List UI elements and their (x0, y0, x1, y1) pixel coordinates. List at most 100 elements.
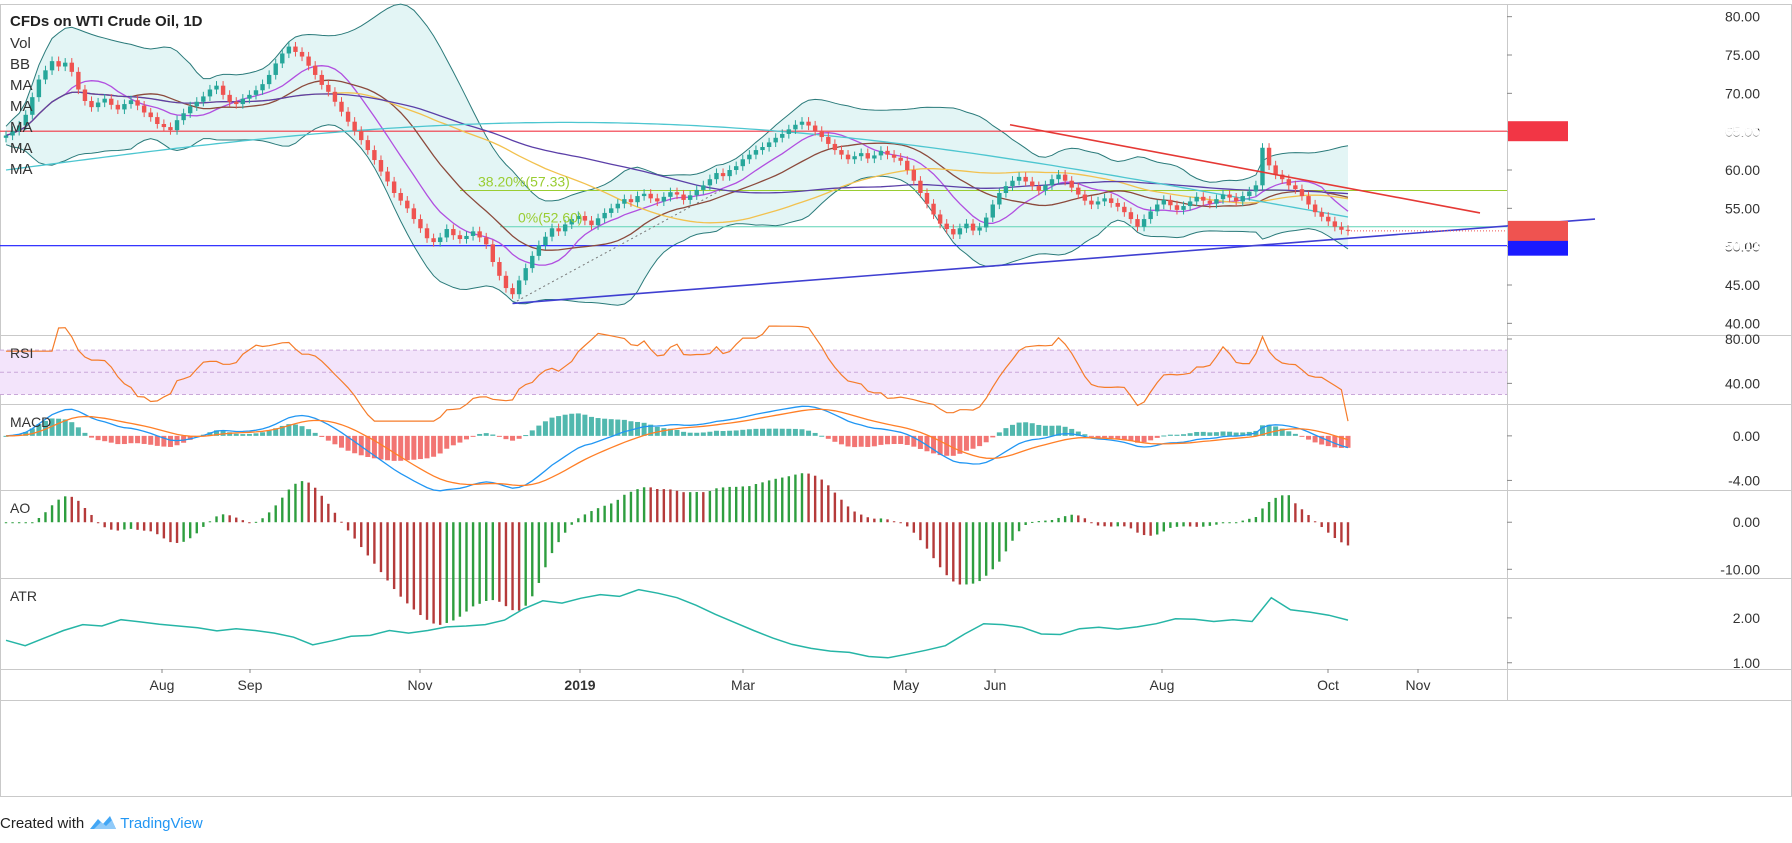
ao-bar (366, 522, 370, 556)
candle-body (319, 74, 324, 85)
candle-body (63, 62, 68, 67)
candle-body (194, 101, 199, 107)
macd-histogram-bar (740, 429, 746, 436)
macd-histogram-bar (470, 435, 476, 437)
macd-histogram-bar (214, 430, 220, 436)
candle-body (885, 150, 890, 155)
macd-histogram-bar (42, 420, 48, 436)
candle-body (95, 102, 101, 108)
macd-histogram-bar (1128, 435, 1134, 442)
macd-histogram-bar (102, 435, 108, 442)
macd-histogram-bar (944, 435, 950, 456)
indicator-label: MA (10, 77, 33, 94)
ao-bar (642, 487, 646, 523)
macd-histogram-bar (628, 421, 634, 436)
macd-histogram-bar (694, 432, 700, 436)
macd-histogram-bar (621, 419, 627, 436)
macd-histogram-bar (746, 429, 752, 436)
candle-body (1299, 189, 1305, 197)
candle-body (793, 124, 798, 130)
candle-body (207, 89, 213, 97)
macd-histogram-bar (562, 414, 568, 436)
macd-histogram-bar (825, 435, 831, 439)
pane-label: MACD (10, 414, 51, 430)
ao-bar (392, 522, 396, 590)
macd-histogram-bar (1115, 435, 1121, 439)
pane-label: AO (10, 500, 30, 516)
candle-body (378, 160, 384, 172)
candle-body (872, 155, 877, 159)
ao-bar (406, 522, 409, 604)
candle-body (839, 150, 844, 155)
candle-body (1089, 200, 1094, 205)
macd-histogram-bar (1259, 425, 1265, 436)
macd-histogram-bar (279, 425, 285, 436)
bollinger-upper (5, 3, 1349, 202)
ao-bar (1274, 497, 1277, 523)
candle-body (168, 127, 173, 131)
ao-bar (1254, 517, 1258, 523)
tradingview-logo-icon (90, 816, 117, 829)
candle-body (484, 237, 489, 245)
ao-bar (1116, 522, 1119, 527)
macd-histogram-bar (457, 435, 463, 443)
indicator-label: MA (10, 161, 33, 178)
footer: Created with TradingView (0, 812, 203, 834)
sub-axis-tick-label: 0.00 (1733, 514, 1760, 530)
ao-bar (774, 478, 777, 523)
macd-histogram-bar (1240, 432, 1246, 436)
candle-body (497, 262, 502, 276)
ao-bar (537, 522, 541, 583)
price-tick-label: 80.00 (1725, 9, 1760, 25)
ao-bar (741, 486, 744, 523)
candle-body (1187, 201, 1193, 207)
macd-histogram-bar (477, 433, 483, 436)
date-tick-label: Mar (731, 677, 755, 693)
candle-body (1332, 221, 1338, 227)
macd-histogram-bar (325, 435, 331, 441)
candle-body (405, 200, 410, 209)
price-tick-label: 55.00 (1725, 200, 1760, 216)
ao-bar (221, 514, 225, 523)
candle-body (569, 219, 574, 225)
candle-body (1214, 199, 1219, 204)
ao-bar (899, 522, 902, 524)
candle-body (687, 195, 693, 200)
footer-brand[interactable]: TradingView (120, 814, 203, 832)
macd-histogram-bar (832, 435, 838, 442)
macd-histogram-bar (187, 435, 193, 440)
ao-bar (656, 488, 659, 523)
candle-body (1201, 196, 1206, 201)
candle-body (1095, 201, 1101, 205)
candle-body (1260, 147, 1265, 186)
ao-bar (623, 494, 626, 523)
macd-histogram-bar (3, 435, 9, 437)
macd-histogram-bar (602, 418, 608, 436)
ao-bar (761, 482, 764, 523)
date-tick-label: 2019 (564, 677, 595, 693)
macd-histogram-bar (417, 435, 423, 460)
ao-bar (1004, 522, 1008, 552)
ao-bar (932, 522, 935, 559)
candle-body (1076, 187, 1081, 195)
atr-line (5, 588, 1349, 659)
candle-body (924, 193, 930, 204)
ao-bar (781, 477, 784, 523)
indicator-label: MA (10, 140, 33, 157)
ao-bar (1182, 522, 1185, 527)
candle-body (470, 231, 476, 236)
ao-bar (1294, 503, 1297, 523)
candle-body (747, 154, 752, 160)
candle-body (819, 130, 824, 138)
macd-histogram-bar (773, 428, 779, 436)
ao-bar (1136, 522, 1139, 533)
macd-histogram-bar (69, 422, 75, 436)
ao-bar (577, 518, 580, 523)
macd-histogram-bar (569, 413, 575, 436)
ao-bar (827, 485, 830, 523)
ao-bar (958, 522, 962, 585)
ao-bar (688, 492, 692, 523)
macd-histogram-bar (1200, 431, 1206, 436)
candle-body (431, 238, 436, 243)
fib-level-label: 0%(52.60) (518, 210, 583, 226)
